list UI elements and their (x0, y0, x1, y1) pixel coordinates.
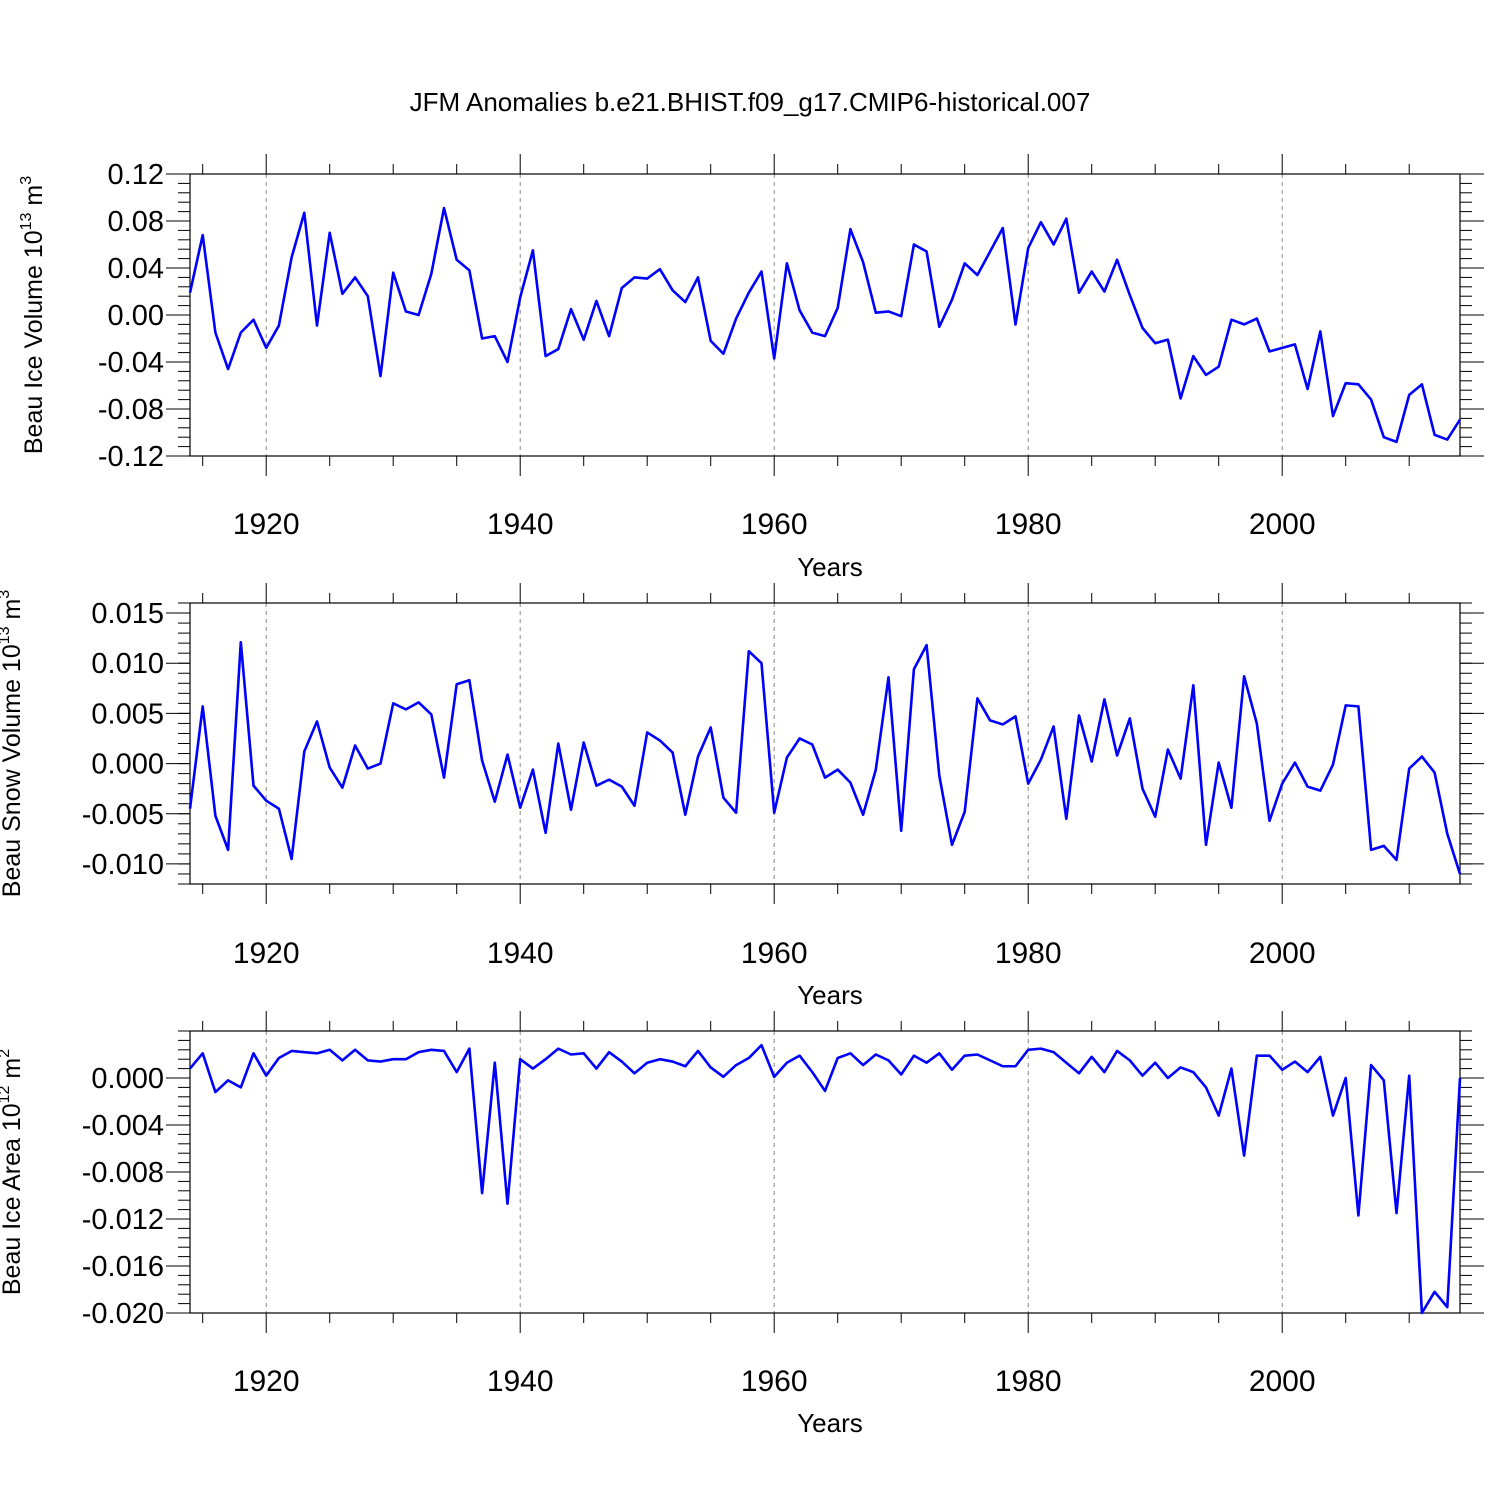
y-tick-label: 0.000 (91, 749, 164, 781)
y-axis-label: Beau Snow Volume 1013 m3 (0, 590, 26, 898)
y-tick-label: -0.012 (82, 1204, 164, 1236)
x-tick-label: 1920 (233, 508, 300, 541)
series-line-ice-area (189, 1043, 1462, 1315)
y-tick-label: 0.08 (108, 206, 164, 238)
x-tick-label: 2000 (1249, 508, 1316, 541)
y-tick-label: -0.04 (98, 347, 164, 379)
y-axis-label-text: m (20, 185, 48, 213)
y-axis-label-text: Beau Snow Volume 10 (0, 644, 26, 897)
panel-ice-area: 1920 1940 1960 1980 2000 Years -0.020 -0.016 -0.… (0, 1011, 1484, 1438)
x-tick-label: 1960 (741, 937, 808, 970)
y-tick-label: 0.005 (91, 698, 164, 730)
chart-title: JFM Anomalies b.e21.BHIST.f09_g17.CMIP6-… (410, 87, 1091, 117)
y-tick-label: 0.015 (91, 598, 164, 630)
y-axis-label-text: Beau Ice Area 10 (0, 1103, 26, 1295)
y-tick-label: 0.010 (91, 648, 164, 680)
panel-ice-volume: 1920 1940 1960 1980 2000 Years -0.12 -0.08 -0.04… (18, 154, 1484, 582)
x-tick-label: 2000 (1249, 937, 1316, 970)
y-axis-label-text: Beau Ice Volume 10 (20, 230, 48, 454)
y-axis-label-superscript: 3 (18, 176, 35, 185)
y-tick-label: -0.12 (98, 441, 164, 473)
y-axis-label-superscript: 2 (0, 1049, 13, 1058)
x-tick-label: 1980 (995, 1365, 1062, 1398)
y-axis-label-superscript: 12 (0, 1085, 13, 1103)
y-axis-label: Beau Ice Volume 1013 m3 (18, 176, 48, 454)
plot-frame (189, 1030, 1461, 1314)
panels: 1920 1940 1960 1980 2000 Years -0.12 -0.08 -0.04… (0, 154, 1484, 1438)
y-axis-label-superscript: 3 (0, 590, 13, 599)
x-axis-label: Years (797, 1408, 863, 1438)
x-tick-label: 1980 (995, 937, 1062, 970)
y-axis-label-superscript: 13 (0, 626, 13, 644)
y-axis-label-superscript: 13 (18, 212, 35, 230)
plot-frame (189, 602, 1461, 885)
x-tick-label: 1940 (487, 937, 554, 970)
y-tick-label: 0.04 (108, 253, 164, 285)
y-tick-label: -0.004 (82, 1110, 164, 1142)
x-tick-label: 2000 (1249, 1365, 1316, 1398)
y-tick-label: -0.016 (82, 1251, 164, 1283)
panel-snow-volume: 1920 1940 1960 1980 2000 Years -0.010 -0.005 0.0… (0, 583, 1484, 1010)
y-tick-label: 0.00 (108, 300, 164, 332)
x-tick-label: 1940 (487, 1365, 554, 1398)
series-line-snow-volume (188, 640, 1462, 875)
x-axis-label: Years (797, 552, 863, 582)
series-line-ice-volume (188, 206, 1462, 444)
x-tick-label: 1980 (995, 508, 1062, 541)
x-tick-label: 1920 (233, 937, 300, 970)
y-tick-label: 0.12 (108, 159, 164, 191)
x-tick-label: 1960 (741, 1365, 808, 1398)
y-axis-label: Beau Ice Area 1012 m2 (0, 1049, 26, 1295)
y-tick-label: -0.005 (82, 799, 164, 831)
x-tick-label: 1960 (741, 508, 808, 541)
y-tick-label: -0.008 (82, 1157, 164, 1189)
x-tick-label: 1920 (233, 1365, 300, 1398)
y-axis-label-text: m (0, 599, 26, 627)
y-tick-label: -0.020 (82, 1298, 164, 1330)
x-axis-label: Years (797, 980, 863, 1010)
y-tick-label: -0.010 (82, 849, 164, 881)
y-tick-label: -0.08 (98, 394, 164, 426)
y-axis-label-text: m (0, 1058, 26, 1086)
plot-frame (189, 173, 1461, 457)
y-tick-label: 0.000 (91, 1063, 164, 1095)
x-tick-label: 1940 (487, 508, 554, 541)
